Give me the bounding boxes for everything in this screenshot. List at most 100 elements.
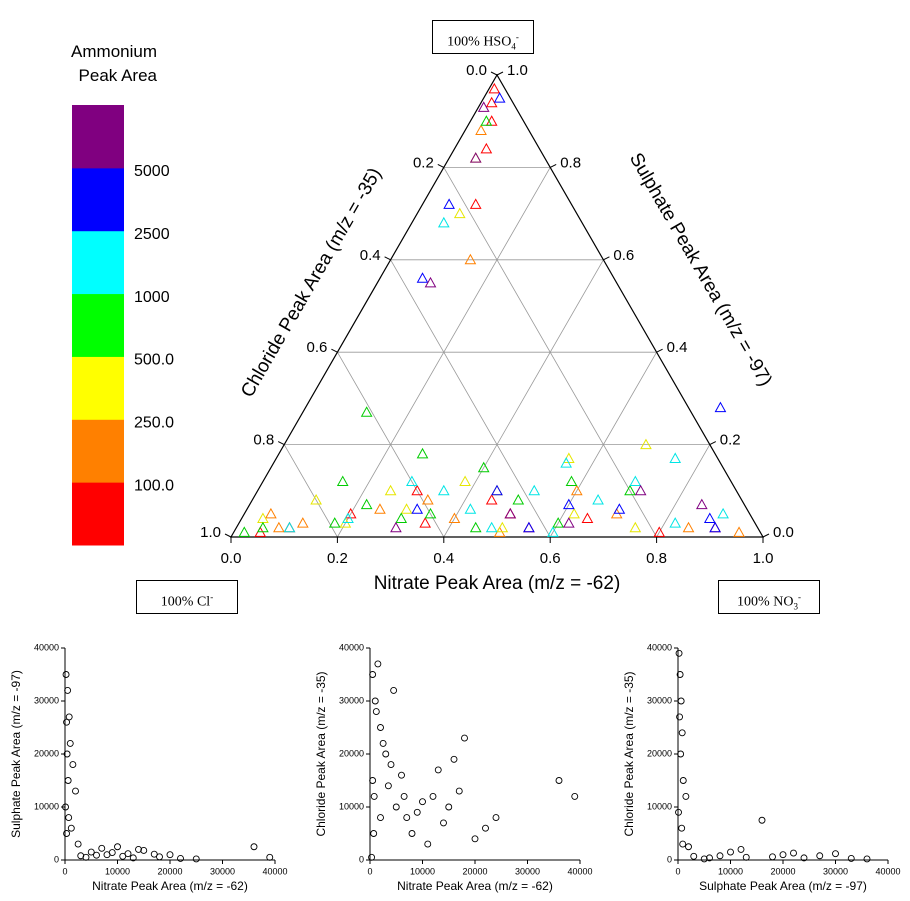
triangle-point [328,517,341,528]
scatter-point [87,848,95,856]
scatter-point [434,766,442,774]
left-tick-label: 0.2 [413,154,434,171]
y-tick-label: 20000 [34,748,59,758]
scatter-point [374,660,382,668]
triangle-point [613,503,626,514]
scatter-point [369,671,377,678]
y-tick-label: 10000 [34,801,59,811]
triangle-point [464,253,477,265]
scatter-point [398,771,405,779]
triangle-point [491,484,503,496]
scatter-point [377,814,384,822]
tick-mark [709,441,717,446]
scatter-point [706,854,713,862]
triangle-point [528,484,541,496]
colorbar-tick-label: 250.0 [134,415,174,432]
right-tick-label: 1.0 [507,62,528,79]
scatter-point [679,777,687,784]
left-tick-label: 0.6 [307,339,328,356]
y-tick-label: 10000 [647,801,672,811]
scatter-point [377,724,384,731]
scatter-point [779,851,787,859]
tick-mark [384,256,391,261]
scatter-point [370,830,378,837]
y-tick-label: 20000 [647,748,672,758]
scatter-point [74,840,82,848]
triangle-point [496,521,509,533]
scatter-point [72,787,79,795]
scatter-point [62,803,69,811]
corner-sub: 3 [793,601,798,612]
scatter-point [93,851,100,859]
right-tick-label: 0.2 [720,432,741,449]
triangle-point [469,152,482,163]
triangle-point [469,521,482,533]
scatter-point [114,843,121,851]
left-tick-label: 0.4 [360,247,381,264]
triangle-point [493,92,506,103]
triangle-point [360,498,373,510]
scatter-point [65,713,73,721]
colorbar-block [72,356,124,420]
right-tick-label: 0.8 [560,154,581,171]
x-tick-label: 0.0 [221,550,242,567]
scatter-point [382,750,390,758]
triangle-point [477,101,490,112]
right-tick-label: 0.6 [613,247,634,264]
colorbar-block [72,105,124,169]
scatter-point [63,718,71,726]
tick-mark [437,163,445,168]
triangle-point [581,512,594,524]
scatter-point [716,852,724,860]
tick-mark [490,71,498,76]
triangle-point [634,484,647,496]
triangle-point [421,494,434,505]
triangle-point [283,521,296,533]
scatter-point [700,855,708,863]
triangle-point [629,521,642,533]
corner-sup: - [797,592,801,602]
y-tick-label: 30000 [647,695,672,705]
scatter-point [67,824,75,832]
scatter-point [677,750,685,758]
x-tick-label: 1.0 [753,550,774,567]
scatter-point [372,708,380,716]
scatter-point [800,854,808,862]
y-axis-title: Sulphate Peak Area (m/z = -97) [9,670,23,838]
triangle-point [491,484,503,496]
triangle-point [296,517,309,528]
grid-line [443,259,604,538]
ternary-frame [229,73,765,538]
x-tick-label: 40000 [567,866,592,876]
triangle-point [390,521,402,533]
right-tick-label: 0.0 [773,524,794,541]
x-axis-title: Nitrate Peak Area (m/z = -62) [92,879,248,893]
triangle-point [395,512,408,524]
scatter-point [250,843,258,851]
triangle-point [488,82,501,94]
scatter-point [727,848,734,856]
scatter-point [379,739,387,747]
triangle-point [424,276,437,288]
corner-label: 100% NO3- [718,580,820,614]
triangle-point [733,526,745,537]
triangle-point [565,475,578,487]
scatter-point [816,852,824,860]
scatter-point [124,850,132,858]
corner-text: 100% Cl [160,594,211,610]
tick-mark [762,533,770,538]
colorbar-title: Ammonium Peak Area [71,42,157,85]
scatter-point [384,782,392,790]
triangle-point [669,452,682,463]
corner-text: 100% HSO [447,34,512,50]
x-tick-label: 0 [62,866,67,876]
x-tick-label: 0.4 [433,550,454,567]
triangle-point [624,484,636,496]
triangle-point [568,507,580,519]
triangle-point [411,503,424,514]
y-tick-label: 0 [359,854,364,864]
x-tick-label: 10000 [718,866,743,876]
scatter-point [166,851,174,859]
triangle-point [523,521,535,533]
